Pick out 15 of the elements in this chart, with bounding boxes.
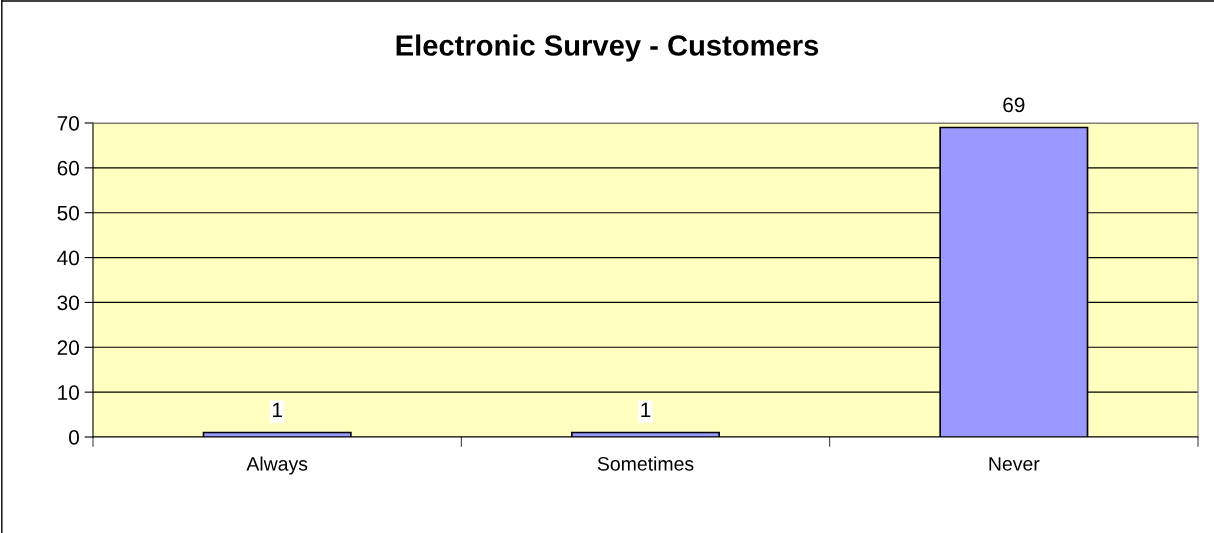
y-tick-label: 10 [58, 385, 79, 400]
x-tick-label: Never [989, 457, 1040, 471]
y-tick-label: 0 [69, 430, 79, 445]
y-tick-label: 20 [57, 340, 79, 356]
y-tick-label: 60 [57, 160, 79, 176]
data-label: 69 [1003, 97, 1025, 113]
data-label: 1 [641, 402, 651, 418]
x-tick-label: Sometimes [597, 456, 694, 471]
y-tick-label: 50 [57, 205, 79, 221]
y-tick-label: 30 [57, 295, 79, 311]
y-tick-label: 70 [57, 116, 79, 131]
y-tick-label: 40 [57, 250, 79, 266]
chart-title: Electronic Survey - Customers [396, 34, 819, 62]
x-tick-label: Always [246, 456, 308, 475]
data-label: 1 [272, 402, 282, 418]
